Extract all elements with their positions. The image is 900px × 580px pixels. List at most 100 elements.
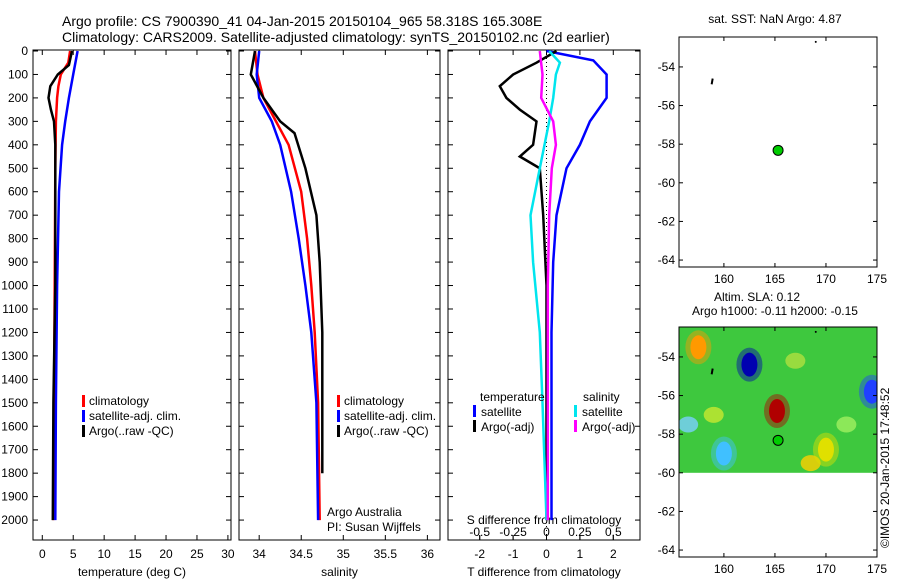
series-line-satellite-adj-clim-	[54, 50, 79, 521]
x-tick-label: 34	[253, 547, 267, 561]
y-tick-label: 1700	[1, 443, 28, 457]
legend-swatch	[337, 410, 340, 422]
y-tick-label: 600	[8, 185, 28, 199]
map-frame	[678, 326, 878, 558]
y-tick-label: 1600	[1, 419, 28, 433]
y-tick-label: 1500	[1, 396, 28, 410]
lat-tick-label: -54	[658, 60, 676, 74]
lat-tick-label: -58	[658, 427, 676, 441]
y-tick-label: 2000	[1, 513, 28, 527]
coast-fragment	[814, 330, 817, 333]
argo-position-marker	[772, 434, 784, 446]
lat-tick-label: -58	[658, 137, 676, 151]
annotation: PI: Susan Wijffels	[327, 520, 421, 534]
temperature-panel: 0 5 10 15 20 25 30 temperature (deg C) 0 100 200 30…	[1, 44, 235, 579]
lat-tick-label: -60	[658, 466, 676, 480]
y-tick-label: 200	[8, 91, 28, 105]
legend-label: Argo(..raw -QC)	[344, 424, 429, 438]
x-tick-label: 0	[543, 547, 550, 561]
y-tick-label: 1200	[1, 325, 28, 339]
y-tick-label: 400	[8, 138, 28, 152]
sla-map-panel: 160 165 170 175 -54 -56 -58 -60 -62 -64 Altim. SLA…	[658, 290, 888, 576]
sla-feature	[817, 437, 834, 462]
s-tick-label: -0.5	[469, 525, 490, 539]
y-tick-label: 1000	[1, 279, 28, 293]
legend-label: satellite-adj. clim.	[89, 409, 181, 423]
y-tick-label: 700	[8, 208, 28, 222]
legend-label: satellite-adj. clim.	[344, 409, 436, 423]
lon-tick-label: 170	[816, 272, 836, 286]
lat-tick-label: -64	[658, 253, 676, 267]
map-title: Altim. SLA: 0.12	[714, 290, 800, 304]
legend-swatch	[82, 410, 85, 422]
legend-label: satellite	[582, 405, 623, 419]
y-tick-label: 1900	[1, 490, 28, 504]
y-tick-label: 1300	[1, 349, 28, 363]
plot-frame	[238, 49, 441, 541]
legend-swatch	[574, 420, 577, 432]
lon-tick-label: 175	[867, 272, 887, 286]
x-tick-label: 0	[39, 547, 46, 561]
legend-group-title: temperature	[480, 390, 545, 404]
x-tick-label: -2	[474, 547, 485, 561]
plot-frame	[32, 49, 232, 541]
map-title: sat. SST: NaN Argo: 4.87	[708, 12, 842, 26]
y-tick-label: 500	[8, 161, 28, 175]
x-axis-label: salinity	[321, 565, 358, 579]
sla-blob	[785, 352, 806, 369]
lat-tick-label: -62	[658, 214, 676, 228]
lat-tick-label: -62	[658, 504, 676, 518]
series-line-satellite-adj-clim-	[255, 50, 320, 521]
legend-group-title: salinity	[583, 390, 620, 404]
x-tick-label: 35	[337, 547, 351, 561]
coast-fragment	[814, 40, 817, 43]
series-line-climatology	[253, 50, 321, 521]
plot-frame	[447, 49, 641, 541]
series-line-t-satellite	[546, 49, 608, 521]
x-tick-label: 30	[221, 547, 235, 561]
sla-feature	[715, 441, 732, 466]
series-line-argo-raw-qc-	[249, 50, 324, 474]
sla-feature	[690, 335, 707, 360]
s-tick-label: 0.5	[605, 525, 622, 539]
legend-label: Argo(-adj)	[481, 420, 534, 434]
legend-label: Argo(-adj)	[582, 420, 635, 434]
x-tick-label: 10	[97, 547, 111, 561]
y-tick-label: 800	[8, 232, 28, 246]
series-line-s-argo-adj-	[538, 50, 558, 521]
s-tick-label: 0.25	[568, 525, 592, 539]
legend-label: climatology	[344, 394, 404, 408]
lat-tick-label: -60	[658, 176, 676, 190]
x-tick-label: 5	[70, 547, 77, 561]
x-tick-label: 15	[128, 547, 142, 561]
annotation: Argo Australia	[327, 505, 402, 519]
legend-label: satellite	[481, 405, 522, 419]
series-line-argo-raw-qc-	[47, 50, 74, 521]
legend-swatch	[82, 395, 85, 407]
lat-tick-label: -56	[658, 99, 676, 113]
coast-fragment	[710, 368, 714, 375]
x-tick-label: 34.5	[290, 547, 314, 561]
x-tick-label: 1	[577, 547, 584, 561]
lat-tick-label: -64	[658, 543, 676, 557]
s-tick-label: 0	[543, 525, 550, 539]
sla-blob	[679, 416, 699, 433]
x-tick-label: 25	[190, 547, 204, 561]
lat-tick-label: -56	[658, 389, 676, 403]
lon-tick-label: 165	[765, 272, 785, 286]
y-tick-label: 100	[8, 67, 28, 81]
sla-blob	[703, 406, 724, 423]
sst-map-panel: 160 165 170 175 -54 -56 -58 -60 -62 -64 sat. SST: …	[658, 12, 888, 286]
lon-tick-label: 160	[714, 272, 734, 286]
sla-feature	[741, 352, 758, 377]
x-axis-label: T difference from climatology	[467, 565, 621, 579]
y-tick-label: 1100	[2, 302, 28, 316]
x-tick-label: 35.5	[374, 547, 398, 561]
legend-swatch	[473, 420, 476, 432]
sla-feature	[768, 399, 785, 424]
title-line2: Climatology: CARS2009. Satellite-adjuste…	[62, 29, 610, 45]
difference-panel: -2 -1 0 1 2 T difference from climatology -0.5…	[447, 49, 641, 579]
map-frame	[678, 36, 878, 268]
series-line-s-satellite	[529, 50, 562, 521]
